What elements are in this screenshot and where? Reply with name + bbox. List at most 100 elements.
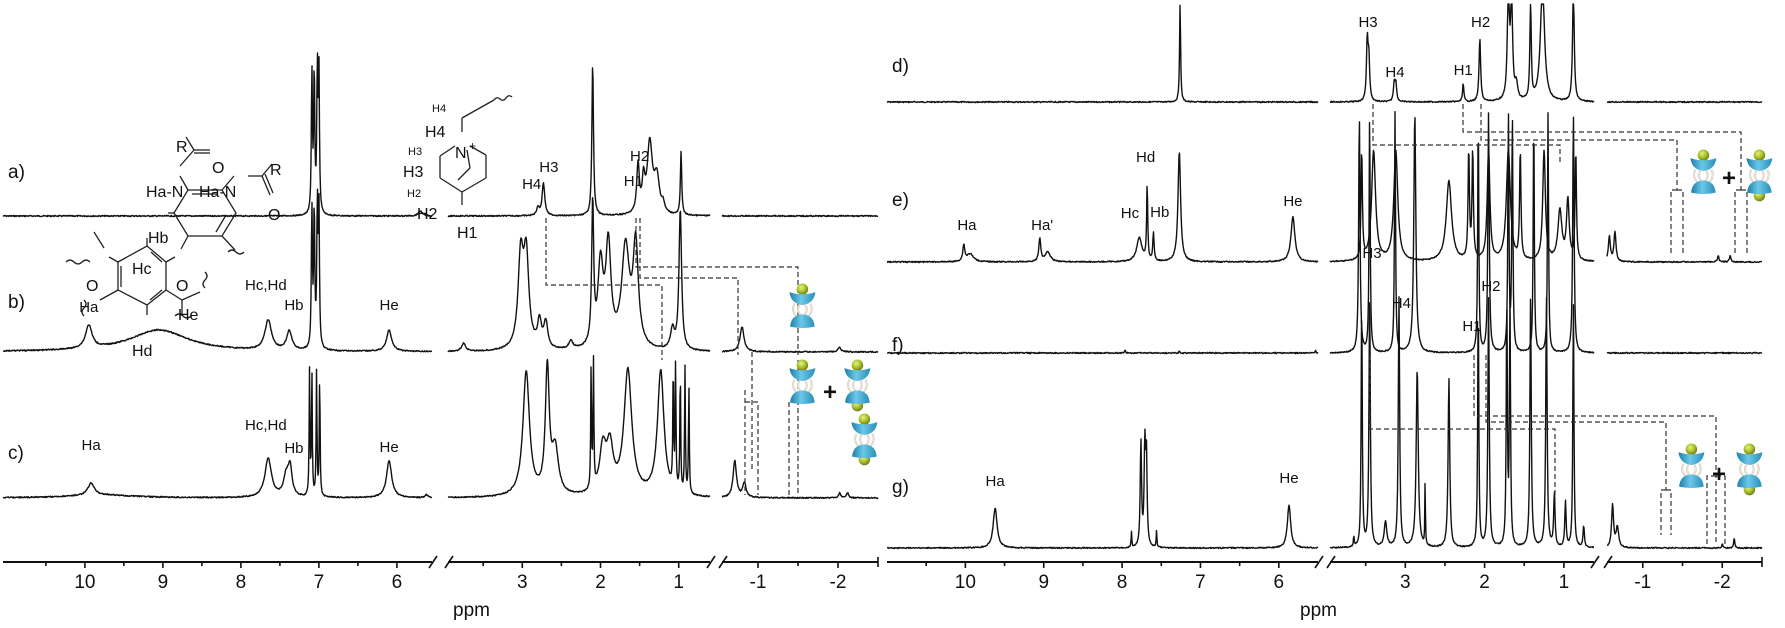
tick-label: 7 [314, 572, 325, 593]
structure-label-o4: O [86, 278, 98, 295]
peak-label-b-3: He [380, 297, 399, 314]
tick-label: 6 [392, 572, 403, 593]
left-correlation-lines [545, 218, 799, 495]
spectrum-trace-c-segment-2 [447, 355, 711, 499]
structure-label-he: He [178, 307, 199, 324]
capsule-icon-e-encapsulated [1689, 148, 1718, 196]
guest-label-h3: H3 [403, 164, 424, 181]
structure-label-hb: Hb [148, 230, 169, 247]
spectrum-trace-d-segment-2 [1329, 3, 1595, 104]
peak-label-a-0: H4 [522, 176, 541, 193]
right-correlation-lines [1369, 104, 1748, 545]
peak-label-c-2: Hb [284, 440, 303, 457]
tick-label: 1 [673, 572, 684, 593]
spectrum-trace-g-segment-3 [1606, 502, 1763, 550]
tick-label: -1 [1634, 572, 1651, 593]
capsule-icon-b [788, 282, 817, 330]
capsule-icon-c-encapsulated [788, 358, 817, 406]
plus-sign-c: + [823, 379, 837, 406]
tick-label: 2 [1479, 572, 1490, 593]
spectrum-trace-c-segment-1 [2, 366, 433, 499]
peak-label-b-2: Hb [284, 297, 303, 314]
left-spectra-traces [2, 52, 879, 500]
peak-label-e-3: Hd [1136, 149, 1155, 166]
right-x-axis: 10 9 8 7 6 3 2 1 -1 -2 [887, 555, 1763, 593]
peak-label-e-5: He [1283, 193, 1302, 210]
tick-label: 9 [1038, 572, 1049, 593]
guest-label-n-charge: + [469, 139, 476, 153]
trace-label-d: d) [892, 56, 909, 77]
tick-label: 3 [517, 572, 528, 593]
peak-label-e-1: Ha' [1031, 217, 1053, 234]
spectrum-trace-d-segment-3 [1606, 100, 1763, 104]
peak-label-d-3: H2 [1471, 14, 1490, 31]
spectrum-trace-e-segment-1 [886, 152, 1319, 264]
right-spectra-traces [886, 3, 1763, 550]
peak-label-b-1: Hc,Hd [245, 277, 287, 294]
spectrum-trace-a-segment-3 [721, 214, 879, 218]
trace-label-c: c) [8, 443, 24, 464]
tick-label: 8 [1117, 572, 1128, 593]
trace-label-e: e) [892, 190, 909, 211]
trace-label-a: a) [8, 162, 25, 183]
tick-label: 3 [1400, 572, 1411, 593]
tick-label: 8 [236, 572, 247, 593]
guest-label-h4-small: H4 [432, 103, 446, 115]
peak-label-f-0: H3 [1362, 245, 1381, 262]
trace-label-b: b) [8, 292, 25, 313]
peak-label-e-4: Hb [1150, 204, 1169, 221]
spectrum-trace-d-segment-1 [886, 4, 1319, 104]
peak-label-c-3: He [380, 439, 399, 456]
tick-label: 9 [158, 572, 169, 593]
spectrum-trace-b-segment-3 [721, 326, 879, 354]
guest-label-h1: H1 [457, 225, 478, 242]
peak-label-e-2: Hc [1121, 205, 1140, 222]
peak-label-g-1: He [1279, 470, 1298, 487]
spectrum-trace-e-segment-3 [1606, 230, 1763, 264]
guest-structure-drawing: H4 H4 N + H3 H3 H2 H2 H1 [403, 95, 513, 242]
peak-label-b-0: Ha [79, 299, 99, 316]
tick-label: 7 [1195, 572, 1206, 593]
spectrum-trace-g-segment-2 [1329, 287, 1595, 549]
structure-label-amide1: Ha-N [146, 184, 183, 201]
spectrum-trace-b-segment-2 [447, 197, 711, 353]
tick-label: 10 [74, 572, 95, 593]
right-axis-label: ppm [1300, 600, 1337, 621]
structure-label-hc: Hc [132, 261, 152, 278]
guest-label-h2-small: H2 [407, 188, 421, 200]
guest-label-n: N [455, 145, 467, 162]
tick-label: -1 [750, 572, 767, 593]
structure-label-r2: R [270, 162, 282, 179]
axis-break-mark [1314, 555, 1324, 569]
peak-label-d-2: H1 [1454, 62, 1473, 79]
peak-label-a-1: H3 [539, 159, 558, 176]
host-structure-drawing: R O Ha-N Ha-N R O Hb O O Hc Hd He [65, 136, 282, 360]
tick-label: -2 [830, 572, 847, 593]
peak-label-f-1: H4 [1392, 295, 1411, 312]
right-peak-labels: H3 H4 H1 H2 Ha Ha' Hc Hd Hb He H3 H4 H1 H2 Ha He [957, 14, 1500, 490]
spectrum-trace-e-segment-2 [1329, 148, 1595, 263]
spectrum-trace-f-segment-2 [1329, 111, 1595, 354]
tick-label: 2 [595, 572, 606, 593]
structure-label-amide2: Ha-N [199, 184, 236, 201]
capsule-icon-f-side [850, 412, 879, 467]
capsule-icon-g-exclusion [1735, 442, 1764, 497]
peak-label-e-0: Ha [957, 217, 977, 234]
structure-label-r1: R [176, 139, 188, 156]
guest-label-h4: H4 [425, 124, 446, 141]
trace-label-f: f) [892, 335, 904, 356]
structure-label-o3: O [176, 278, 188, 295]
peak-label-f-2: H1 [1462, 318, 1481, 335]
peak-label-c-1: Hc,Hd [245, 417, 287, 434]
spectrum-trace-c-segment-3 [721, 459, 879, 500]
spectrum-trace-f-segment-1 [886, 349, 1319, 355]
trace-label-g: g) [892, 477, 909, 498]
peak-label-a-2: H2 [630, 148, 649, 165]
axis-break-mark [706, 555, 716, 569]
peak-label-d-1: H4 [1385, 64, 1404, 81]
spectrum-trace-b-segment-1 [2, 188, 433, 353]
